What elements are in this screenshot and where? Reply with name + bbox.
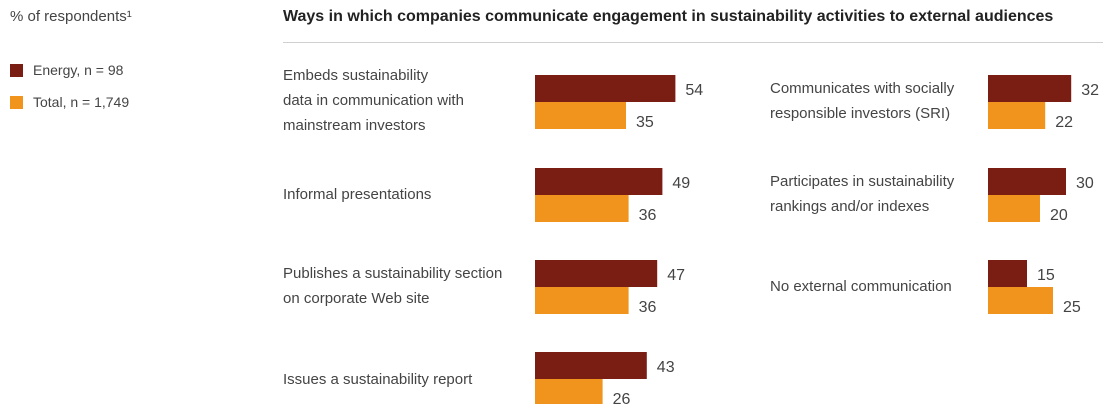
category-label-line: Publishes a sustainability section: [283, 265, 503, 282]
category-label-line: on corporate Web site: [283, 290, 430, 307]
bar-total: [988, 287, 1053, 314]
value-label-energy: 30: [1076, 175, 1094, 192]
bar-total: [535, 287, 629, 314]
category-label: Participates in sustainability rankings a…: [770, 169, 954, 219]
category-label-line: mainstream investors: [283, 116, 426, 134]
bar-energy: [535, 352, 647, 379]
value-label-energy: 15: [1037, 267, 1055, 284]
bar-total: [988, 102, 1046, 129]
bar-energy: [535, 260, 658, 287]
value-label-energy: 54: [685, 82, 703, 99]
category-label: Issues a sustainability report: [283, 367, 472, 392]
value-label-total: 35: [636, 114, 654, 131]
value-label-total: 25: [1063, 299, 1081, 316]
legend-energy: Energy, n = 98: [10, 62, 123, 78]
value-label-total: 22: [1055, 114, 1073, 131]
bar-total: [535, 102, 626, 129]
value-label-total: 26: [613, 391, 631, 404]
legend-total: Total, n = 1,749: [10, 94, 129, 110]
category-label-line: Embeds sustainability: [283, 66, 429, 84]
value-label-energy: 47: [667, 267, 685, 284]
bar-energy: [988, 75, 1072, 102]
bar-total: [535, 379, 603, 404]
value-label-energy: 32: [1081, 82, 1099, 99]
bar-energy: [535, 75, 676, 102]
category-label-line: Communicates with socially: [770, 80, 955, 97]
value-label-total: 36: [639, 299, 657, 316]
category-label: Communicates with socially responsible in…: [770, 76, 954, 126]
category-label-line: Participates in sustainability: [770, 173, 955, 190]
legend-label-energy: Energy, n = 98: [33, 62, 124, 78]
category-label-line: No external communication: [770, 277, 952, 295]
category-label-line: data in communication with: [283, 91, 464, 109]
category-label: Publishes a sustainability section on cor…: [283, 261, 502, 311]
unit-label: % of respondents¹: [10, 8, 132, 25]
value-label-total: 36: [639, 207, 657, 224]
legend-swatch-energy: [10, 63, 23, 77]
category-label-line: Issues a sustainability report: [283, 370, 473, 388]
bar-total: [535, 195, 629, 222]
bar-energy: [535, 168, 663, 195]
category-label: Informal presentations: [283, 182, 431, 207]
category-label-line: Informal presentations: [283, 185, 432, 203]
category-label-line: rankings and/or indexes: [770, 198, 930, 215]
legend-label-total: Total, n = 1,749: [33, 94, 130, 110]
category-label: Embeds sustainability data in communicati…: [283, 63, 464, 138]
value-label-total: 20: [1050, 207, 1068, 224]
category-label-line: responsible investors (SRI): [770, 105, 951, 122]
value-label-energy: 43: [657, 359, 675, 376]
legend-swatch-total: [10, 95, 23, 109]
chart-title: Ways in which companies communicate enga…: [283, 8, 1054, 25]
category-label: No external communication: [770, 274, 952, 299]
value-label-energy: 49: [672, 175, 690, 192]
bar-total: [988, 195, 1040, 222]
bar-energy: [988, 260, 1027, 287]
title-divider: [283, 42, 1103, 43]
bar-energy: [988, 168, 1066, 195]
